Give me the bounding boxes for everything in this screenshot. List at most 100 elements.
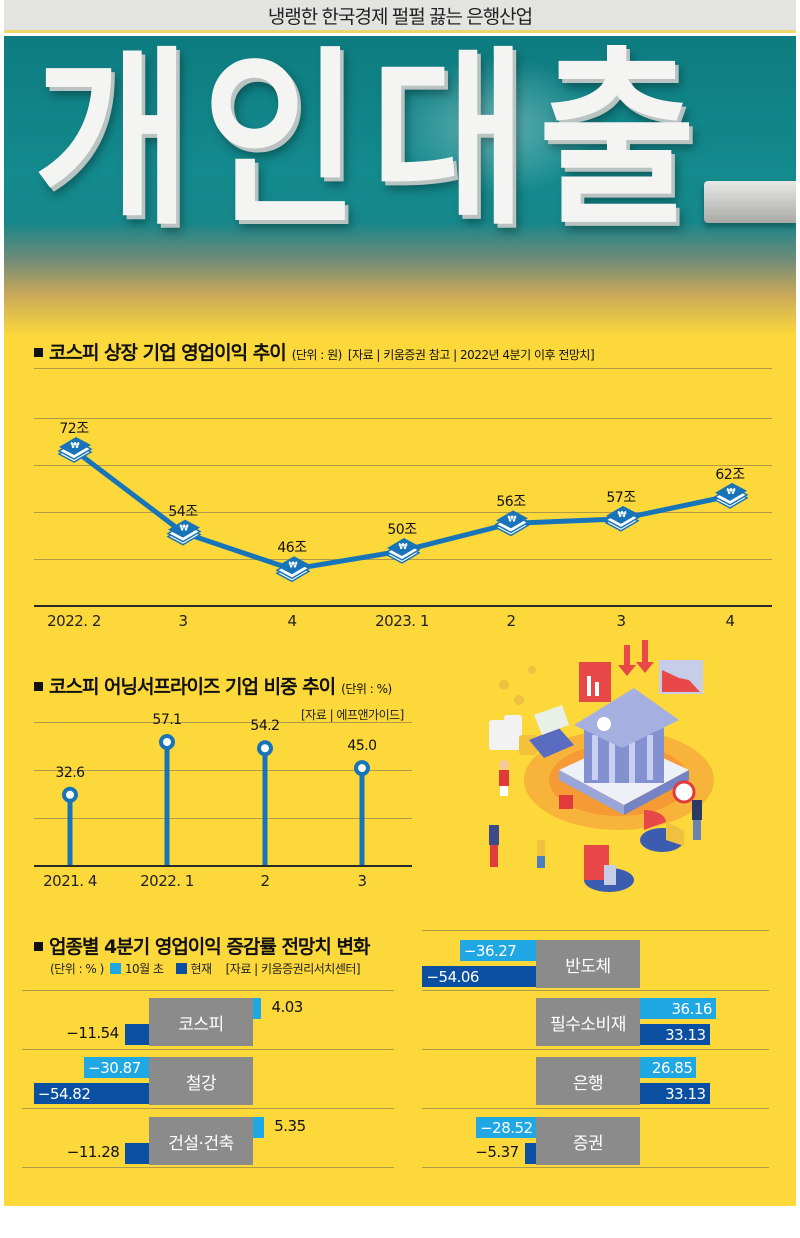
bar-current: −54.82 (33, 1083, 149, 1104)
bar-value-label: −30.87 (88, 1058, 141, 1077)
x-tick-label: 4 (287, 612, 297, 630)
bar-current (125, 1143, 149, 1164)
section1-title: 코스피 상장 기업 영업이익 추이 (49, 342, 287, 364)
bar-value-label: −54.06 (426, 967, 479, 986)
data-point-marker (354, 760, 370, 777)
bar-value-label: 33.13 (665, 1025, 706, 1044)
bar-value-label: −36.27 (463, 941, 517, 960)
gridline (34, 418, 772, 419)
category-label: 증권 (536, 1117, 640, 1165)
data-label: 54조 (168, 503, 198, 520)
gridline (34, 512, 772, 513)
row-divider (22, 1049, 394, 1050)
bar-october: 26.85 (640, 1057, 697, 1078)
row-divider (22, 1167, 394, 1168)
data-label: 72조 (59, 421, 89, 437)
won-banknote-stack-icon: ₩ (494, 510, 530, 537)
bar-value-label: −11.54 (66, 1024, 119, 1042)
legend-swatch-dark-blue-icon (175, 963, 187, 974)
row-divider (422, 1167, 769, 1168)
bar-value-label: 5.35 (274, 1117, 306, 1135)
legend-label-current: 현재 (190, 962, 213, 976)
bar-value-label: 36.16 (671, 999, 712, 1018)
x-tick-label: 2021. 4 (43, 872, 97, 890)
infographic: 냉랭한 한국경제 펄펄 끓는 은행산업 개인대출 코스피 상장 기업 영업이익 … (4, 0, 796, 1238)
category-label: 코스피 (149, 998, 253, 1046)
gridline (34, 770, 412, 771)
section1-divider (34, 368, 772, 369)
row-divider (422, 1108, 769, 1109)
row-divider (422, 990, 769, 991)
svg-text:₩: ₩ (289, 560, 298, 569)
svg-text:₩: ₩ (71, 441, 80, 450)
svg-text:₩: ₩ (508, 514, 517, 523)
bar-value-label: −5.37 (475, 1143, 519, 1161)
hero-sign-text: 개인대출 (34, 36, 707, 251)
category-label: 반도체 (536, 940, 640, 988)
row-divider (22, 990, 394, 991)
bar-current (124, 1024, 149, 1045)
won-banknote-stack-icon: ₩ (166, 519, 202, 546)
bar-october (253, 1117, 265, 1138)
square-bullet-icon (34, 942, 43, 951)
section1-unit: (단위 : 원) (291, 348, 343, 362)
section3-heading: 업종별 4분기 영업이익 증감률 전망치 변화 (34, 932, 370, 959)
won-banknote-stack-icon: ₩ (604, 505, 640, 532)
svg-text:₩: ₩ (618, 510, 627, 519)
square-bullet-icon (34, 682, 43, 691)
x-tick-label: 2023. 1 (375, 612, 429, 630)
square-bullet-icon (34, 348, 43, 357)
svg-text:₩: ₩ (180, 524, 189, 533)
sign-arrow-icon (704, 181, 796, 223)
won-banknote-stack-icon: ₩ (57, 437, 93, 463)
bar-october: −30.87 (84, 1057, 149, 1078)
bar-october: −28.52 (476, 1117, 536, 1138)
row-divider (422, 1049, 769, 1050)
data-label: 50조 (387, 521, 417, 538)
data-point-marker (159, 734, 175, 750)
x-axis (34, 605, 772, 607)
data-point-marker (257, 740, 273, 757)
light-glare (384, 56, 604, 196)
data-label: 54.2 (250, 718, 280, 735)
svg-text:₩: ₩ (399, 542, 408, 551)
legend-swatch-light-blue-icon (109, 963, 121, 974)
won-banknote-stack-icon: ₩ (713, 482, 749, 509)
won-banknote-stack-icon: ₩ (275, 556, 311, 583)
bar-october: 36.16 (640, 998, 716, 1019)
x-tick-label: 3 (357, 872, 367, 890)
data-label: 56조 (496, 494, 526, 511)
row-divider (22, 1108, 394, 1109)
section1-source: [자료 | 키움증권 참고 | 2022년 4분기 이후 전망치] (347, 348, 595, 362)
svg-text:₩: ₩ (727, 487, 736, 496)
data-label: 57조 (606, 489, 636, 506)
bar-value-label: 4.03 (271, 998, 303, 1016)
x-tick-label: 2022. 2 (47, 612, 101, 630)
legend-label-oct: 10월 초 (124, 962, 164, 976)
section3-source: [자료 | 키움증권리서치센터] (225, 962, 361, 976)
x-axis (34, 865, 412, 867)
category-label: 은행 (536, 1057, 640, 1105)
bar-value-label: 26.85 (651, 1058, 693, 1077)
bar-value-label: 33.13 (665, 1084, 706, 1103)
bar-value-label: −28.52 (480, 1118, 533, 1137)
gridline (34, 722, 412, 723)
section2-unit: (단위 : %) (341, 682, 392, 696)
x-tick-label: 2 (506, 612, 516, 630)
data-label: 57.1 (152, 712, 182, 728)
bar-current (524, 1143, 536, 1164)
lollipop-series (62, 734, 370, 865)
data-label: 62조 (715, 466, 745, 483)
bar-value-label: −11.28 (66, 1143, 120, 1161)
bar-current: 33.13 (640, 1083, 710, 1104)
line-series: ₩ ₩ ₩ ₩ ₩ ₩ ₩ (57, 437, 749, 583)
bar-current: 33.13 (640, 1024, 710, 1045)
category-label: 철강 (149, 1057, 253, 1105)
section3-title: 업종별 4분기 영업이익 증감률 전망치 변화 (49, 936, 370, 958)
x-tick-label: 2 (260, 872, 270, 890)
bank-building-illustration-icon (489, 640, 714, 892)
bar-value-label: −54.82 (37, 1084, 91, 1103)
page-title: 냉랭한 한국경제 펄펄 끓는 은행산업 (267, 6, 533, 28)
section3-legend: (단위 : % ) 10월 초 현재 [자료 | 키움증권리서치센터] (50, 960, 361, 977)
bar-current: −54.06 (422, 966, 536, 987)
